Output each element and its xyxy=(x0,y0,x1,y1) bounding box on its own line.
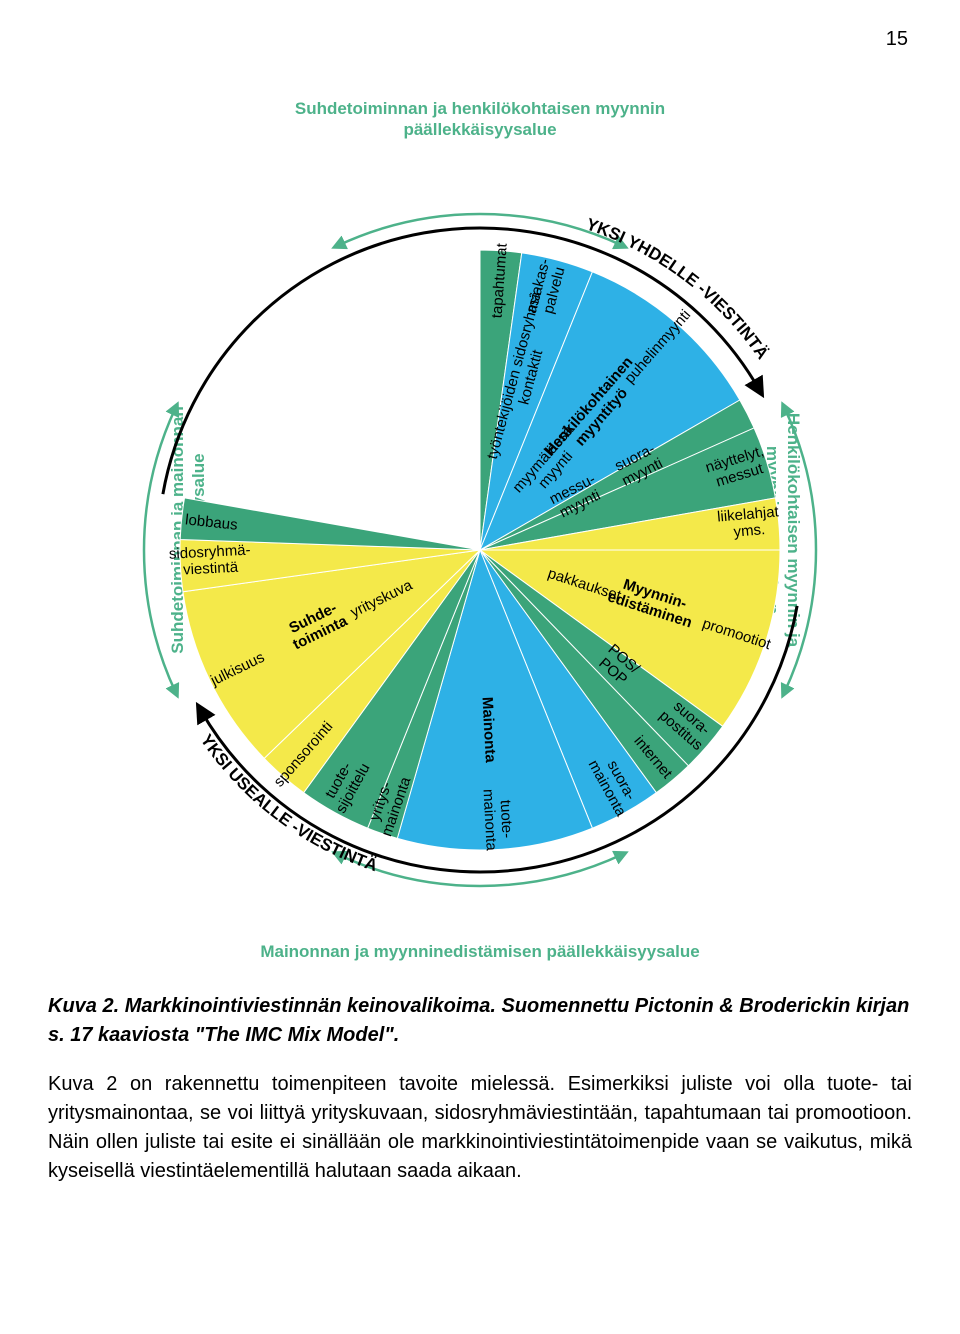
body-paragraph: Kuva 2 on rakennettu toimenpiteen tavoit… xyxy=(48,1070,912,1186)
figure-caption: Kuva 2. Markkinointiviestinnän keinovali… xyxy=(48,992,912,1050)
page: 15 Suhdetoiminnan ja henkilökohtaisen my… xyxy=(0,0,960,1334)
overlap-arrow xyxy=(338,855,622,886)
slice-label: Mainonta xyxy=(478,696,498,763)
overlap-arrow xyxy=(338,214,622,245)
overlap-arrow xyxy=(785,408,816,692)
page-number: 15 xyxy=(886,28,908,51)
imc-mix-diagram: YKSI YHDELLE -VIESTINTÄYKSI USEALLE -VIE… xyxy=(48,98,912,962)
diagram-container: Suhdetoiminnan ja henkilökohtaisen myynn… xyxy=(48,98,912,962)
